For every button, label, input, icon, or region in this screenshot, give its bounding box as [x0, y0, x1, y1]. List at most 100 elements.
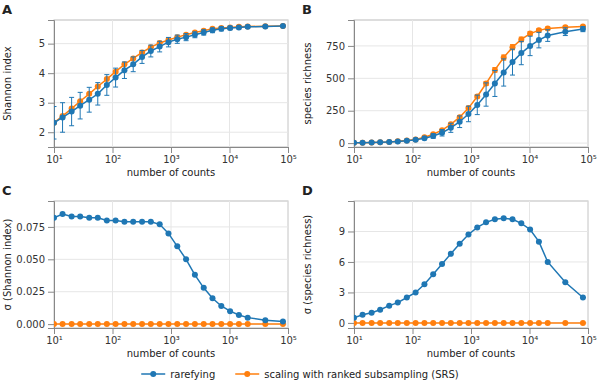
data-point — [174, 321, 180, 327]
data-point — [377, 307, 383, 313]
data-point — [369, 140, 375, 146]
data-point — [262, 317, 268, 323]
series — [354, 320, 586, 326]
data-point — [86, 215, 92, 221]
data-point — [527, 43, 533, 49]
tick-label: 10² — [405, 154, 422, 165]
data-point — [209, 321, 215, 327]
y-axis: 2345 — [39, 21, 55, 148]
grid-line — [288, 20, 289, 147]
panel-label: B — [302, 2, 312, 17]
error-bar — [192, 32, 197, 38]
tick-mark — [48, 103, 54, 104]
x-tick: 10¹ — [46, 147, 63, 165]
data-point — [413, 289, 419, 295]
tick-label: 9 — [339, 226, 345, 237]
tick-label: 10⁴ — [522, 335, 539, 346]
panel-label: C — [2, 183, 12, 198]
data-point — [457, 241, 463, 247]
y-tick: 0.025 — [16, 286, 54, 297]
x-tick: 10⁴ — [222, 147, 239, 165]
data-point — [483, 320, 489, 326]
data-point — [395, 320, 401, 326]
data-point — [580, 295, 586, 301]
tick-label: 10² — [105, 154, 122, 165]
tick-label: 10³ — [463, 335, 480, 346]
tick-label: 0 — [339, 138, 345, 149]
tick-label: 10³ — [463, 154, 480, 165]
tick-mark — [288, 328, 289, 334]
plot-area — [54, 211, 286, 327]
tick-label: 500 — [326, 73, 345, 84]
grid-line — [54, 291, 288, 292]
y-tick: 4 — [39, 68, 54, 79]
data-point — [421, 320, 427, 326]
error-bar — [60, 103, 65, 133]
data-point — [77, 214, 83, 220]
grid-line — [354, 261, 588, 262]
x-axis-title: number of counts — [127, 167, 215, 178]
grid — [354, 201, 588, 328]
grid-line — [112, 20, 113, 147]
data-point — [95, 215, 101, 221]
data-point — [386, 139, 392, 145]
error-bar — [148, 45, 153, 57]
data-point — [421, 134, 427, 140]
tick-label: 10³ — [163, 154, 180, 165]
data-point — [562, 29, 568, 35]
data-point — [448, 125, 454, 131]
data-point — [165, 321, 171, 327]
error-bar — [95, 83, 100, 105]
legend-label: scaling with ranked subsampling (SRS) — [264, 369, 459, 380]
grid-line — [354, 292, 588, 293]
axis-domain — [55, 148, 289, 154]
data-point — [377, 320, 383, 326]
data-point — [545, 320, 551, 326]
error-bar — [563, 28, 568, 36]
y-tick: 3 — [39, 97, 54, 108]
data-point — [218, 321, 224, 327]
error-bar — [457, 116, 462, 128]
data-point — [262, 23, 268, 29]
axis-domain — [355, 329, 589, 335]
data-point — [201, 29, 207, 35]
data-point — [483, 92, 489, 98]
legend: rarefyingscaling with ranked subsampling… — [141, 369, 459, 380]
tick-mark — [48, 44, 54, 45]
error-bar — [140, 50, 145, 63]
data-point — [448, 320, 454, 326]
data-point — [360, 320, 366, 326]
tick-mark — [48, 132, 54, 133]
figure: 10¹10²10³10⁴10⁵2345Anumber of countsShan… — [0, 0, 600, 386]
panel-label: D — [302, 183, 313, 198]
x-tick: 10⁵ — [280, 328, 297, 346]
error-bar — [175, 35, 180, 43]
data-point — [501, 320, 507, 326]
data-point — [483, 219, 489, 225]
error-bar — [484, 83, 489, 106]
data-point — [501, 215, 507, 221]
tick-label: 10¹ — [346, 335, 363, 346]
plot-area — [54, 23, 286, 139]
tick-mark — [530, 147, 531, 153]
tick-mark — [348, 46, 354, 47]
tick-label: 10¹ — [46, 154, 63, 165]
data-point — [413, 136, 419, 142]
x-tick: 10⁴ — [222, 328, 239, 346]
data-point — [183, 321, 189, 327]
data-point — [439, 320, 445, 326]
data-point — [113, 321, 119, 327]
data-point — [95, 91, 101, 97]
data-point — [174, 243, 180, 249]
y-tick: 0 — [339, 318, 354, 329]
data-point — [509, 216, 515, 222]
data-point — [104, 82, 110, 88]
data-point — [354, 140, 357, 146]
data-point — [236, 24, 242, 30]
data-point — [430, 320, 436, 326]
data-point — [404, 295, 410, 301]
x-tick: 10³ — [163, 328, 180, 346]
data-point — [157, 321, 163, 327]
error-bar — [440, 130, 445, 136]
grid-line — [471, 20, 472, 147]
